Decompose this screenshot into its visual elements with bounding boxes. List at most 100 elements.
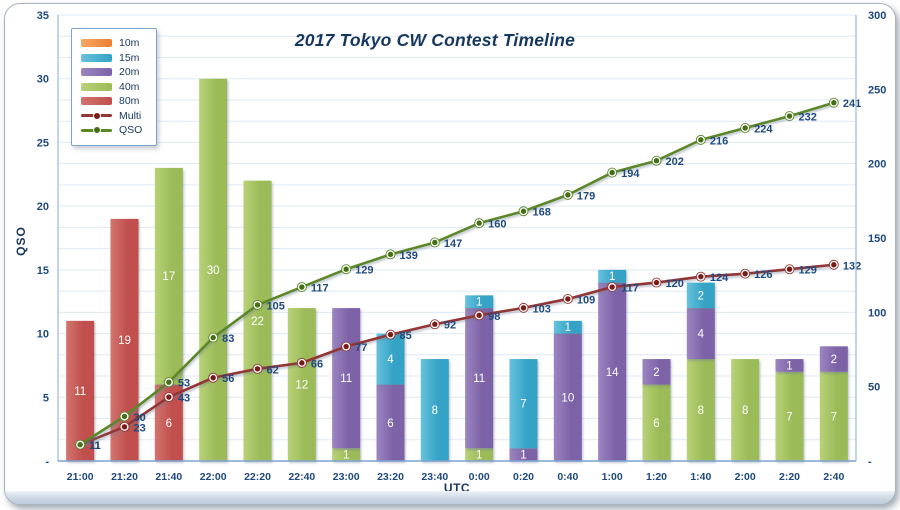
gridlines bbox=[58, 14, 856, 441]
bar-value-label: 4 bbox=[698, 329, 705, 341]
x-axis-tick: 21:00 bbox=[67, 471, 94, 483]
qso-data-point[interactable] bbox=[208, 332, 219, 343]
bar-segment-20m-2:40[interactable] bbox=[819, 346, 848, 372]
bar-segment-20m-1:00[interactable] bbox=[598, 282, 627, 461]
bar-segment-15m-23:20[interactable] bbox=[376, 333, 405, 385]
bar-segment-40m-2:00[interactable] bbox=[731, 359, 760, 461]
bar-segment-15m-0:20[interactable] bbox=[509, 359, 538, 449]
qso-data-point[interactable] bbox=[651, 155, 662, 166]
bar-segment-15m-0:40[interactable] bbox=[553, 320, 582, 334]
multi-data-point[interactable] bbox=[474, 310, 485, 321]
bar-segment-20m-1:40[interactable] bbox=[686, 308, 715, 360]
legend-item-multi[interactable]: Multi bbox=[81, 109, 142, 124]
qso-value-label: 53 bbox=[178, 378, 190, 390]
bar-segment-40m-0:00[interactable] bbox=[465, 448, 494, 461]
multi-data-point[interactable] bbox=[163, 392, 174, 403]
bar-segment-40m-22:00[interactable] bbox=[199, 78, 228, 461]
qso-data-point[interactable] bbox=[296, 282, 307, 293]
bar-segment-15m-1:00[interactable] bbox=[598, 269, 627, 283]
legend-label: Multi bbox=[119, 109, 142, 122]
multi-value-label: 98 bbox=[488, 311, 500, 323]
bar-value-label: 1 bbox=[476, 297, 482, 309]
multi-data-point[interactable] bbox=[828, 259, 839, 270]
multi-data-point[interactable] bbox=[119, 421, 130, 432]
right-axis-tick: 50 bbox=[868, 382, 880, 394]
legend-swatch-40m bbox=[81, 82, 112, 91]
bar-segment-40m-23:00[interactable] bbox=[332, 448, 361, 461]
legend-item-40m[interactable]: 40m bbox=[81, 80, 142, 95]
qso-data-point[interactable] bbox=[119, 411, 130, 422]
x-axis-tick: 23:00 bbox=[333, 471, 360, 483]
qso-data-point[interactable] bbox=[518, 206, 529, 217]
qso-data-point[interactable] bbox=[385, 249, 396, 260]
multi-data-point[interactable] bbox=[429, 319, 440, 330]
multi-data-point[interactable] bbox=[341, 341, 352, 352]
bar-segment-40m-22:20[interactable] bbox=[243, 180, 272, 461]
bar-segment-20m-0:00[interactable] bbox=[465, 308, 494, 449]
qso-data-point[interactable] bbox=[828, 97, 839, 108]
bar-value-label: 1 bbox=[343, 450, 349, 462]
bar-segment-20m-2:20[interactable] bbox=[775, 359, 804, 372]
qso-data-point[interactable] bbox=[474, 218, 485, 229]
legend-item-10m[interactable]: 10m bbox=[81, 36, 142, 51]
multi-data-point[interactable] bbox=[651, 277, 662, 288]
bar-segment-40m-1:40[interactable] bbox=[686, 359, 715, 461]
multi-value-label: 62 bbox=[267, 364, 279, 376]
legend-item-qso[interactable]: QSO bbox=[81, 123, 142, 138]
qso-data-point[interactable] bbox=[695, 134, 706, 145]
qso-data-point[interactable] bbox=[784, 111, 795, 122]
multi-data-point[interactable] bbox=[784, 264, 795, 275]
multi-data-point[interactable] bbox=[252, 363, 263, 374]
bar-segment-40m-2:20[interactable] bbox=[775, 371, 804, 461]
bar-segment-40m-22:40[interactable] bbox=[287, 308, 316, 461]
x-axis-tick: 22:40 bbox=[288, 471, 315, 483]
bar-segment-20m-0:20[interactable] bbox=[509, 448, 538, 461]
bar-value-label: 8 bbox=[432, 405, 438, 417]
multi-data-point[interactable] bbox=[695, 271, 706, 282]
bar-segment-40m-21:40[interactable] bbox=[154, 167, 183, 385]
multi-data-point[interactable] bbox=[518, 302, 529, 313]
qso-data-point[interactable] bbox=[429, 237, 440, 248]
bar-value-label: 7 bbox=[520, 399, 526, 411]
qso-data-point[interactable] bbox=[740, 123, 751, 133]
bar-value-label: 11 bbox=[74, 386, 86, 398]
left-axis-tick: 20 bbox=[37, 201, 49, 213]
qso-data-point[interactable] bbox=[341, 264, 352, 275]
qso-data-point[interactable] bbox=[252, 299, 263, 310]
legend-item-20m[interactable]: 20m bbox=[81, 65, 142, 80]
bar-segment-20m-1:20[interactable] bbox=[642, 359, 671, 385]
qso-data-point[interactable] bbox=[163, 377, 174, 388]
multi-data-point[interactable] bbox=[385, 329, 396, 340]
bar-segment-40m-2:40[interactable] bbox=[819, 371, 848, 461]
legend-label: 15m bbox=[119, 51, 140, 64]
multi-data-point[interactable] bbox=[740, 268, 751, 279]
qso-data-point[interactable] bbox=[607, 167, 618, 178]
legend-item-15m[interactable]: 15m bbox=[81, 51, 142, 66]
bar-segment-40m-1:20[interactable] bbox=[642, 384, 671, 461]
qso-data-point[interactable] bbox=[75, 439, 86, 450]
legend-swatch-20m bbox=[81, 68, 112, 77]
multi-line[interactable] bbox=[78, 263, 836, 446]
multi-data-point[interactable] bbox=[562, 294, 573, 304]
x-axis-tick: 23:20 bbox=[377, 471, 404, 483]
multi-data-point[interactable] bbox=[208, 372, 219, 383]
qso-data-point[interactable] bbox=[562, 189, 573, 200]
qso-line[interactable] bbox=[78, 101, 836, 446]
multi-data-point[interactable] bbox=[296, 357, 307, 368]
legend-item-80m[interactable]: 80m bbox=[81, 94, 142, 109]
x-axis-tick: 0:40 bbox=[557, 471, 578, 483]
qso-value-label: 139 bbox=[400, 250, 418, 262]
bar-segment-15m-23:40[interactable] bbox=[420, 359, 449, 461]
bar-segment-15m-1:40[interactable] bbox=[686, 282, 715, 309]
multi-data-point[interactable] bbox=[607, 282, 618, 293]
bar-value-label: 30 bbox=[207, 265, 220, 277]
left-axis-tick: 5 bbox=[43, 392, 49, 404]
x-axis-tick: 1:00 bbox=[602, 471, 623, 483]
right-axis-tick: 100 bbox=[868, 307, 886, 319]
bar-segment-20m-23:20[interactable] bbox=[376, 384, 405, 461]
bar-segment-20m-0:40[interactable] bbox=[553, 333, 582, 461]
bar-value-label: 7 bbox=[786, 411, 792, 423]
legend-swatch-15m bbox=[81, 53, 112, 62]
bar-segment-15m-0:00[interactable] bbox=[465, 295, 494, 309]
bar-segment-20m-23:00[interactable] bbox=[332, 308, 361, 449]
